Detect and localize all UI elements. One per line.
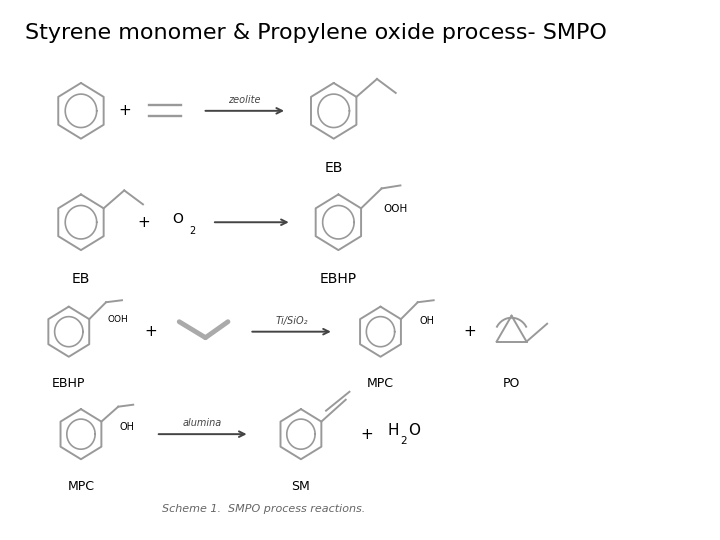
Text: alumina: alumina — [183, 418, 222, 428]
Text: EBHP: EBHP — [52, 377, 86, 390]
Text: Styrene monomer & Propylene oxide process- SMPO: Styrene monomer & Propylene oxide proces… — [24, 23, 607, 43]
Text: EBHP: EBHP — [320, 272, 357, 286]
Text: EB: EB — [72, 272, 90, 286]
Text: zeolite: zeolite — [228, 95, 261, 105]
Text: OOH: OOH — [108, 315, 129, 324]
Text: OH: OH — [420, 316, 435, 326]
Text: +: + — [119, 103, 131, 118]
Text: OH: OH — [120, 422, 134, 431]
Text: PO: PO — [503, 377, 521, 390]
Text: MPC: MPC — [68, 480, 94, 493]
Text: 2: 2 — [400, 436, 407, 446]
Text: +: + — [463, 324, 476, 339]
Text: H: H — [387, 423, 399, 438]
Text: +: + — [360, 427, 373, 442]
Text: O: O — [408, 423, 420, 438]
Text: OOH: OOH — [384, 204, 408, 214]
Text: +: + — [145, 324, 158, 339]
Text: SM: SM — [292, 480, 310, 493]
Text: MPC: MPC — [367, 377, 394, 390]
Text: +: + — [138, 215, 150, 230]
Text: Ti/SiO₂: Ti/SiO₂ — [275, 316, 308, 326]
Text: O: O — [173, 212, 184, 226]
Text: Scheme 1.  SMPO process reactions.: Scheme 1. SMPO process reactions. — [162, 504, 365, 514]
Text: EB: EB — [325, 160, 343, 174]
Text: 2: 2 — [189, 226, 196, 236]
